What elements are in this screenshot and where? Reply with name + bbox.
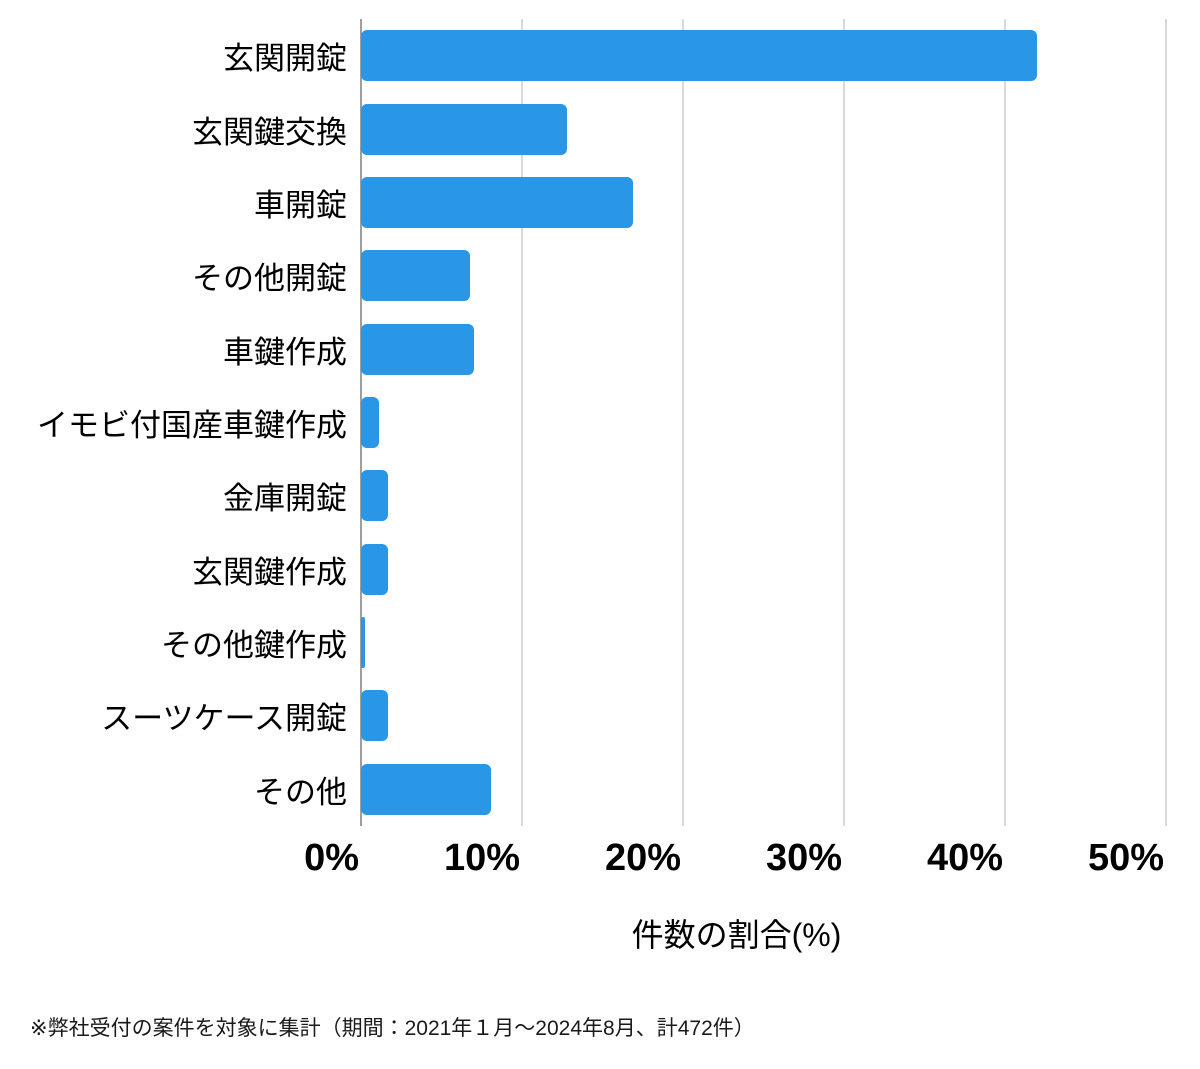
x-tick-label: 40%: [926, 837, 1003, 879]
bar-row: [361, 386, 1166, 459]
category-label: 金庫開錠: [223, 481, 347, 517]
bar-9: [361, 617, 366, 669]
bar-row: [361, 679, 1166, 752]
bar-8: [361, 543, 389, 595]
category-label: スーツケース開錠: [101, 701, 347, 737]
category-label: その他開錠: [192, 261, 347, 297]
gridline: [521, 19, 523, 826]
bar-4: [361, 250, 471, 302]
gridline: [843, 19, 845, 826]
footnote: ※弊社受付の案件を対象に集計（期間：2021年１月〜2024年8月、計472件）: [30, 1017, 755, 1040]
category-label: 車鍵作成: [223, 334, 347, 370]
category-label: 玄関鍵作成: [192, 554, 347, 590]
bar-row: [361, 239, 1166, 312]
bar-row: [361, 92, 1166, 165]
gridline: [1165, 19, 1167, 826]
category-label: 玄関開錠: [223, 41, 347, 77]
x-tick-label: 0%: [304, 837, 359, 879]
bar-1: [361, 30, 1038, 82]
x-ticks: 0% 10% 20% 30% 40% 50%: [304, 837, 1166, 885]
bar-row: [361, 606, 1166, 679]
x-tick-label: 20%: [604, 837, 681, 879]
category-label: その他: [254, 774, 347, 810]
bar-7: [361, 470, 389, 522]
gridline: [682, 19, 684, 826]
bar-row: [361, 753, 1166, 826]
bar-11: [361, 763, 492, 815]
bar-6: [361, 396, 379, 448]
bar-row: [361, 19, 1166, 92]
category-label: イモビ付国産車鍵作成: [37, 407, 347, 443]
category-label: 車開錠: [254, 187, 347, 223]
bar-row: [361, 166, 1166, 239]
category-label: その他鍵作成: [161, 628, 347, 664]
bar-row: [361, 312, 1166, 385]
bar-row: [361, 533, 1166, 606]
plot-area: [360, 19, 1167, 826]
x-tick-label: 30%: [765, 837, 842, 879]
bar-10: [361, 690, 389, 742]
bar-2: [361, 103, 568, 155]
gridline: [1004, 19, 1006, 826]
x-axis-title: 件数の割合(%): [631, 917, 842, 953]
category-label: 玄関鍵交換: [192, 114, 347, 150]
bars-layer: [361, 19, 1166, 826]
bar-3: [361, 176, 634, 228]
x-tick-label: 50%: [1087, 837, 1164, 879]
bar-5: [361, 323, 474, 375]
x-tick-label: 10%: [443, 837, 520, 879]
category-labels: 玄関開錠玄関鍵交換車開錠その他開錠車鍵作成イモビ付国産車鍵作成金庫開錠玄関鍵作成…: [0, 19, 347, 826]
bar-row: [361, 459, 1166, 532]
